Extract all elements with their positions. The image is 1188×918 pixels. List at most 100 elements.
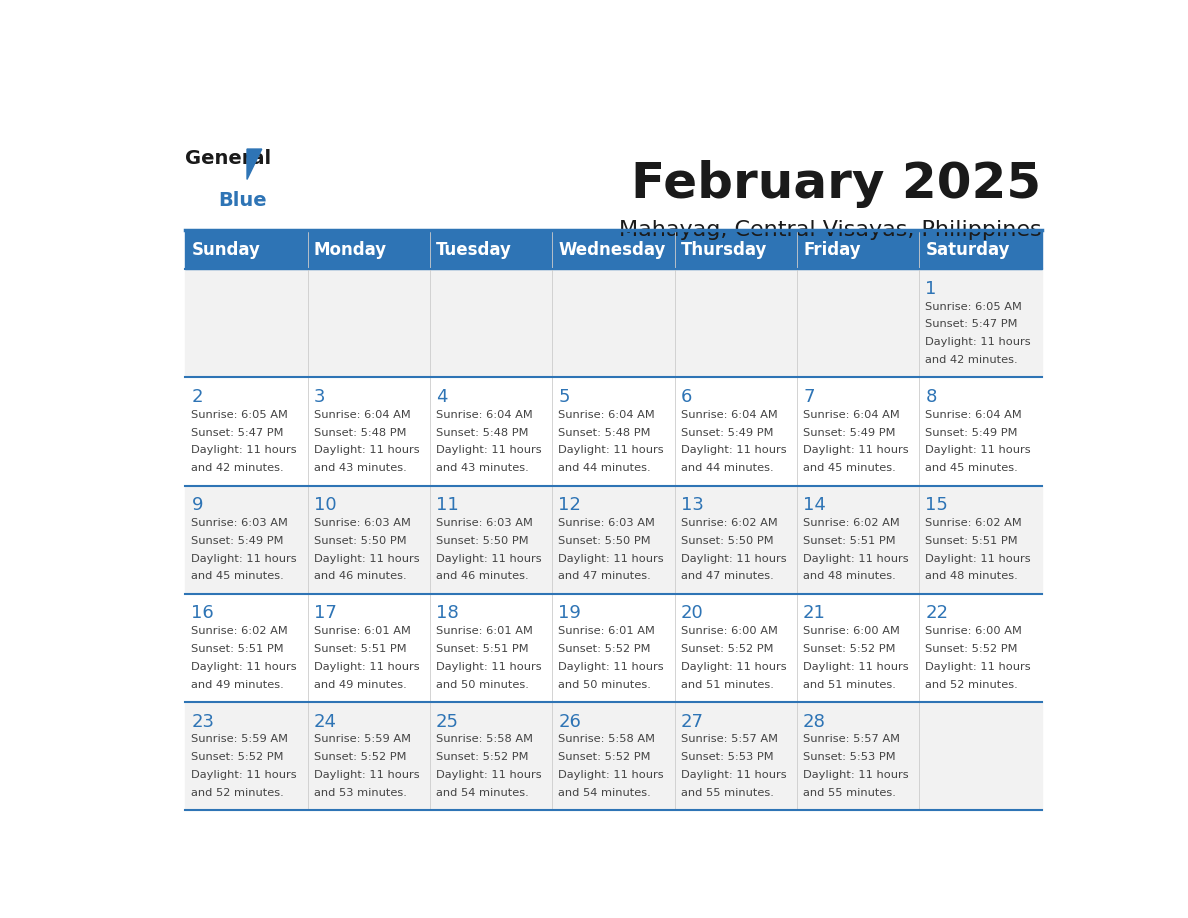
Text: 22: 22 xyxy=(925,604,948,622)
Text: 4: 4 xyxy=(436,388,448,406)
Text: 15: 15 xyxy=(925,497,948,514)
Text: Daylight: 11 hours: Daylight: 11 hours xyxy=(314,554,419,564)
Text: 8: 8 xyxy=(925,388,937,406)
Bar xyxy=(185,486,1042,594)
Text: 1: 1 xyxy=(925,280,937,298)
Text: and 43 minutes.: and 43 minutes. xyxy=(436,464,529,474)
Text: Daylight: 11 hours: Daylight: 11 hours xyxy=(436,445,542,455)
Text: and 49 minutes.: and 49 minutes. xyxy=(314,679,406,689)
Text: Sunrise: 6:04 AM: Sunrise: 6:04 AM xyxy=(558,409,655,420)
Text: and 55 minutes.: and 55 minutes. xyxy=(803,788,896,798)
Bar xyxy=(185,701,1042,810)
Text: Sunrise: 6:00 AM: Sunrise: 6:00 AM xyxy=(681,626,778,636)
Text: Monday: Monday xyxy=(314,241,387,259)
Text: and 45 minutes.: and 45 minutes. xyxy=(191,572,284,581)
Text: 27: 27 xyxy=(681,712,703,731)
Text: and 50 minutes.: and 50 minutes. xyxy=(558,679,651,689)
Text: Sunset: 5:51 PM: Sunset: 5:51 PM xyxy=(314,644,406,654)
Text: Sunrise: 6:03 AM: Sunrise: 6:03 AM xyxy=(191,518,289,528)
Text: Daylight: 11 hours: Daylight: 11 hours xyxy=(191,770,297,780)
Text: and 54 minutes.: and 54 minutes. xyxy=(558,788,651,798)
Text: Sunset: 5:48 PM: Sunset: 5:48 PM xyxy=(436,428,529,438)
Text: Sunrise: 6:01 AM: Sunrise: 6:01 AM xyxy=(436,626,533,636)
Text: Daylight: 11 hours: Daylight: 11 hours xyxy=(558,554,664,564)
Text: and 44 minutes.: and 44 minutes. xyxy=(558,464,651,474)
Text: Sunset: 5:50 PM: Sunset: 5:50 PM xyxy=(558,536,651,546)
Text: Tuesday: Tuesday xyxy=(436,241,512,259)
Text: Sunset: 5:52 PM: Sunset: 5:52 PM xyxy=(436,752,529,762)
Text: Sunrise: 6:00 AM: Sunrise: 6:00 AM xyxy=(803,626,901,636)
Text: and 51 minutes.: and 51 minutes. xyxy=(681,679,773,689)
Bar xyxy=(185,594,1042,701)
Text: and 52 minutes.: and 52 minutes. xyxy=(191,788,284,798)
Text: Daylight: 11 hours: Daylight: 11 hours xyxy=(314,770,419,780)
Text: Daylight: 11 hours: Daylight: 11 hours xyxy=(925,445,1031,455)
Text: Sunset: 5:48 PM: Sunset: 5:48 PM xyxy=(558,428,651,438)
Text: Sunrise: 6:01 AM: Sunrise: 6:01 AM xyxy=(558,626,656,636)
Text: Sunset: 5:50 PM: Sunset: 5:50 PM xyxy=(681,536,773,546)
Text: 12: 12 xyxy=(558,497,581,514)
Text: Sunset: 5:53 PM: Sunset: 5:53 PM xyxy=(803,752,896,762)
Text: Daylight: 11 hours: Daylight: 11 hours xyxy=(558,770,664,780)
Text: Sunrise: 6:02 AM: Sunrise: 6:02 AM xyxy=(925,518,1022,528)
Text: Thursday: Thursday xyxy=(681,241,767,259)
Text: Sunrise: 6:04 AM: Sunrise: 6:04 AM xyxy=(436,409,533,420)
Text: February 2025: February 2025 xyxy=(632,160,1042,207)
Text: 9: 9 xyxy=(191,497,203,514)
Text: Sunset: 5:48 PM: Sunset: 5:48 PM xyxy=(314,428,406,438)
Text: 20: 20 xyxy=(681,604,703,622)
Text: and 52 minutes.: and 52 minutes. xyxy=(925,679,1018,689)
Text: Sunset: 5:52 PM: Sunset: 5:52 PM xyxy=(558,644,651,654)
Text: Daylight: 11 hours: Daylight: 11 hours xyxy=(558,662,664,672)
Text: Sunset: 5:47 PM: Sunset: 5:47 PM xyxy=(191,428,284,438)
Text: Sunset: 5:49 PM: Sunset: 5:49 PM xyxy=(681,428,773,438)
Text: Sunset: 5:51 PM: Sunset: 5:51 PM xyxy=(191,644,284,654)
Text: Wednesday: Wednesday xyxy=(558,241,665,259)
Text: and 49 minutes.: and 49 minutes. xyxy=(191,679,284,689)
Text: Saturday: Saturday xyxy=(925,241,1010,259)
Text: 13: 13 xyxy=(681,497,703,514)
Text: Sunrise: 5:59 AM: Sunrise: 5:59 AM xyxy=(191,734,289,744)
Text: 21: 21 xyxy=(803,604,826,622)
Text: Friday: Friday xyxy=(803,241,860,259)
Text: Daylight: 11 hours: Daylight: 11 hours xyxy=(803,554,909,564)
Text: and 48 minutes.: and 48 minutes. xyxy=(803,572,896,581)
Text: Daylight: 11 hours: Daylight: 11 hours xyxy=(191,554,297,564)
Text: Sunrise: 6:02 AM: Sunrise: 6:02 AM xyxy=(191,626,289,636)
Text: Sunrise: 6:04 AM: Sunrise: 6:04 AM xyxy=(681,409,777,420)
Text: 23: 23 xyxy=(191,712,215,731)
Text: Daylight: 11 hours: Daylight: 11 hours xyxy=(803,662,909,672)
Text: Sunset: 5:49 PM: Sunset: 5:49 PM xyxy=(803,428,896,438)
Text: Daylight: 11 hours: Daylight: 11 hours xyxy=(681,662,786,672)
Text: Daylight: 11 hours: Daylight: 11 hours xyxy=(925,662,1031,672)
Text: and 47 minutes.: and 47 minutes. xyxy=(681,572,773,581)
Text: and 51 minutes.: and 51 minutes. xyxy=(803,679,896,689)
Text: 26: 26 xyxy=(558,712,581,731)
Text: Daylight: 11 hours: Daylight: 11 hours xyxy=(436,554,542,564)
Text: 28: 28 xyxy=(803,712,826,731)
Text: Sunset: 5:49 PM: Sunset: 5:49 PM xyxy=(925,428,1018,438)
Text: Sunrise: 6:05 AM: Sunrise: 6:05 AM xyxy=(925,302,1022,311)
Text: Sunset: 5:50 PM: Sunset: 5:50 PM xyxy=(314,536,406,546)
Text: 19: 19 xyxy=(558,604,581,622)
Text: Daylight: 11 hours: Daylight: 11 hours xyxy=(681,770,786,780)
Text: Sunset: 5:52 PM: Sunset: 5:52 PM xyxy=(681,644,773,654)
Text: 5: 5 xyxy=(558,388,570,406)
Text: General: General xyxy=(185,149,271,168)
Text: Sunrise: 6:04 AM: Sunrise: 6:04 AM xyxy=(925,409,1022,420)
Text: Daylight: 11 hours: Daylight: 11 hours xyxy=(436,662,542,672)
Text: Daylight: 11 hours: Daylight: 11 hours xyxy=(925,554,1031,564)
Text: Sunrise: 6:05 AM: Sunrise: 6:05 AM xyxy=(191,409,289,420)
Text: Sunset: 5:51 PM: Sunset: 5:51 PM xyxy=(803,536,896,546)
Text: 10: 10 xyxy=(314,497,336,514)
Text: Daylight: 11 hours: Daylight: 11 hours xyxy=(191,445,297,455)
Text: and 48 minutes.: and 48 minutes. xyxy=(925,572,1018,581)
Bar xyxy=(185,377,1042,486)
Text: 14: 14 xyxy=(803,497,826,514)
Text: Daylight: 11 hours: Daylight: 11 hours xyxy=(803,770,909,780)
Text: 24: 24 xyxy=(314,712,336,731)
Text: Daylight: 11 hours: Daylight: 11 hours xyxy=(681,554,786,564)
Text: 17: 17 xyxy=(314,604,336,622)
Text: and 42 minutes.: and 42 minutes. xyxy=(925,355,1018,365)
Text: Sunrise: 6:04 AM: Sunrise: 6:04 AM xyxy=(314,409,411,420)
